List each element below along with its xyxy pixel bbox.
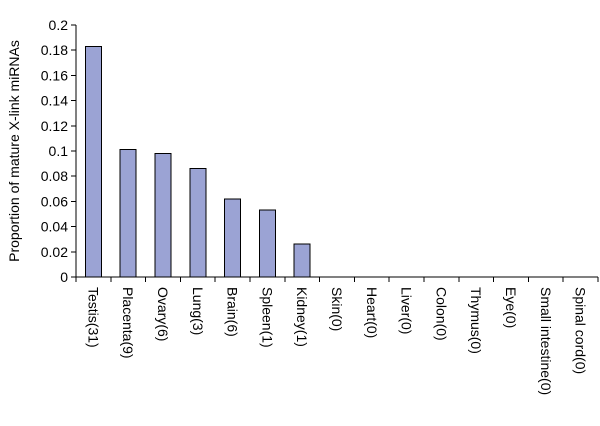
x-tick-label: Spleen(1) (259, 287, 275, 348)
y-tick-label: 0.06 (41, 193, 68, 209)
y-tick-label: 0.14 (41, 93, 68, 109)
x-tick-label: Small intestine(0) (538, 287, 554, 395)
bar (224, 198, 242, 278)
y-tick-label: 0.04 (41, 219, 68, 235)
x-tick-label: Ovary(6) (155, 287, 171, 341)
y-tick-label: 0.18 (41, 42, 68, 58)
bar (84, 45, 102, 278)
y-tick-label: 0.1 (49, 143, 69, 159)
x-tick-label: Lung(3) (190, 287, 206, 335)
x-tick-label: Eye(0) (503, 287, 519, 328)
y-tick-label: 0 (60, 269, 68, 285)
x-tick-label: Thymus(0) (468, 287, 484, 354)
y-tick-label: 0.16 (41, 67, 68, 83)
y-tick-label: 0.12 (41, 118, 68, 134)
x-tick-label: Testis(31) (85, 287, 101, 348)
bar (119, 149, 137, 278)
plot-area: 0 0.02 0.04 0.06 0.08 0.1 0.12 0.14 0.16 0.18 0.2 T… (6, 17, 599, 395)
x-tick-label: Colon(0) (433, 287, 449, 341)
x-tick-label: Skin(0) (329, 287, 345, 331)
bar (154, 153, 172, 278)
bar (258, 209, 276, 278)
y-axis-title: Proportion of mature X-link miRNAs (6, 40, 22, 262)
x-tick-label: Placenta(9) (120, 287, 136, 359)
bar (293, 243, 311, 278)
x-tick-label: Brain(6) (225, 287, 241, 337)
y-tick-label: 0.02 (41, 244, 68, 260)
x-tick-label: Kidney(1) (294, 287, 310, 347)
x-tick-label: Heart(0) (364, 287, 380, 338)
y-tick-label: 0.08 (41, 168, 68, 184)
x-tick-label: Spinal cord(0) (573, 287, 589, 374)
x-tick-label: Liver(0) (399, 287, 415, 334)
y-tick-label: 0.2 (49, 17, 69, 33)
bar (189, 168, 207, 278)
